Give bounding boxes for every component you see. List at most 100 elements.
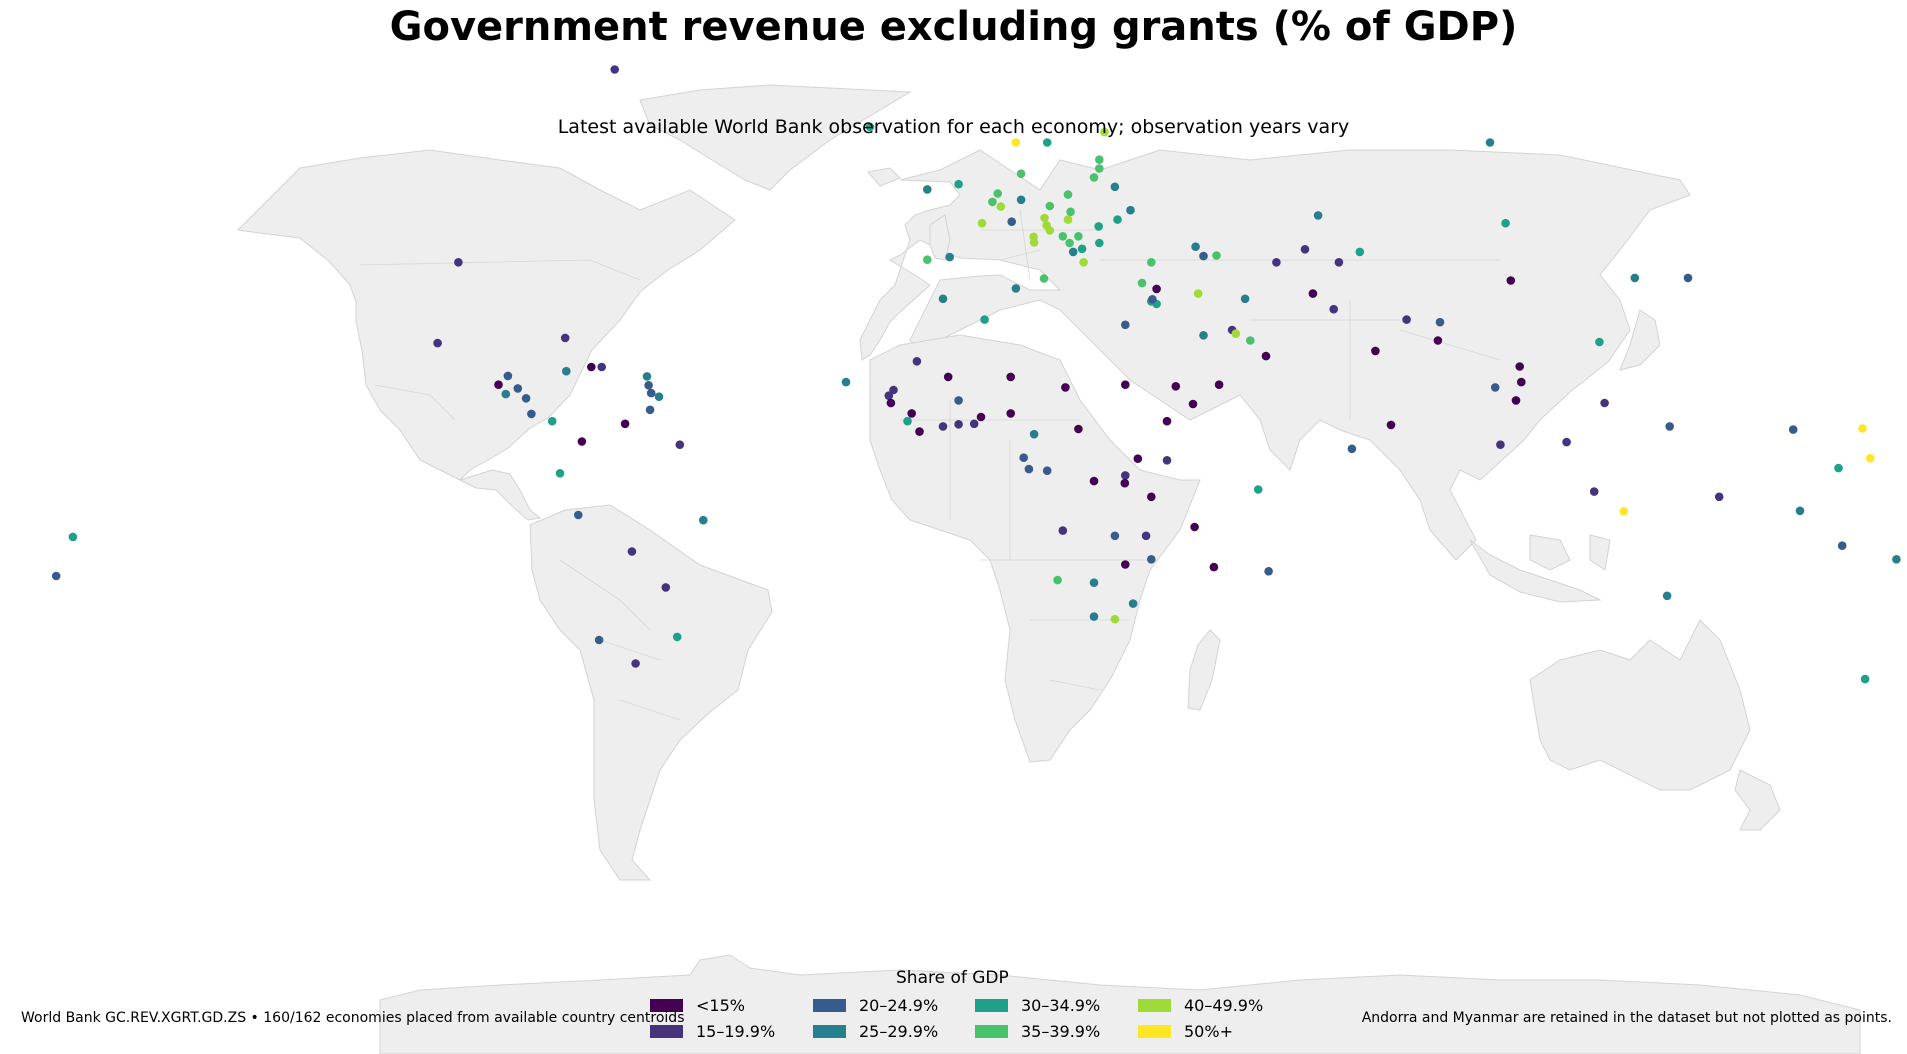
country-point	[1433, 336, 1443, 345]
country-point	[433, 338, 442, 348]
country-point	[560, 333, 570, 343]
country-point	[954, 420, 963, 429]
country-point	[1024, 464, 1034, 474]
country-point	[988, 197, 997, 207]
country-point	[1089, 476, 1099, 486]
legend-title: Share of GDP	[896, 968, 1009, 988]
country-point	[644, 381, 653, 390]
legend-label: 20–24.9%	[859, 995, 939, 1015]
legend-label: 30–34.9%	[1021, 995, 1101, 1015]
country-point	[577, 437, 587, 446]
country-point	[1019, 453, 1028, 463]
legend-swatch	[1138, 998, 1171, 1012]
legend-item: <15%	[650, 995, 745, 1015]
country-point	[1133, 454, 1143, 464]
country-point	[1029, 232, 1038, 242]
landmass-north-america	[236, 149, 736, 481]
country-point	[1094, 222, 1103, 231]
country-point	[1016, 169, 1026, 178]
country-point	[654, 392, 664, 402]
country-point	[1329, 304, 1338, 314]
border-usa-canada	[359, 259, 641, 281]
country-point	[1110, 614, 1120, 624]
country-point	[1110, 182, 1120, 192]
country-point	[1496, 440, 1505, 450]
country-point	[620, 419, 630, 429]
country-point	[1095, 238, 1104, 248]
country-point	[938, 422, 948, 431]
country-point	[547, 416, 557, 426]
landmass-australia	[1529, 619, 1751, 791]
country-point	[1110, 531, 1120, 541]
country-point	[1162, 416, 1172, 426]
country-point	[1095, 164, 1104, 173]
country-point	[501, 389, 511, 399]
legend-swatch	[650, 998, 683, 1012]
legend-label: 15–19.9%	[696, 1021, 776, 1041]
country-point	[977, 218, 987, 228]
country-point	[1058, 526, 1068, 535]
country-point	[1006, 372, 1015, 382]
country-point	[1074, 232, 1083, 241]
country-point	[51, 571, 61, 581]
country-point	[1253, 485, 1263, 494]
legend-label: 50%+	[1184, 1021, 1233, 1041]
country-point	[1191, 242, 1200, 251]
country-point	[1402, 315, 1411, 324]
country-point	[1061, 383, 1070, 392]
country-point	[1063, 190, 1073, 199]
footer-source-note: World Bank GC.REV.XGRT.GD.ZS • 160/162 e…	[21, 1010, 685, 1026]
country-point	[574, 510, 583, 520]
country-point	[1600, 398, 1609, 408]
country-point	[1300, 245, 1310, 254]
legend-item: 40–49.9%	[1138, 995, 1263, 1015]
landmass-new-zealand	[1734, 769, 1781, 831]
country-point	[627, 547, 637, 556]
country-point	[1089, 173, 1099, 182]
country-point	[1501, 218, 1510, 228]
landmass-madagascar	[1187, 629, 1221, 711]
country-point	[597, 362, 606, 372]
legend-swatch	[975, 1024, 1008, 1038]
country-point	[1662, 591, 1672, 601]
country-point	[1074, 424, 1083, 434]
country-point	[1788, 425, 1798, 434]
country-point	[1209, 562, 1219, 572]
country-point	[1137, 278, 1147, 288]
legend-item: 25–29.9%	[813, 1021, 938, 1041]
country-point	[1892, 555, 1901, 564]
landmass-south-america	[529, 504, 773, 881]
landmass-africa	[869, 334, 1201, 763]
country-point	[1858, 424, 1867, 433]
country-point	[903, 416, 912, 426]
landmass-uk	[929, 214, 951, 261]
country-point	[1147, 492, 1156, 502]
country-point	[1045, 201, 1055, 211]
country-point	[1121, 560, 1130, 569]
legend-swatch	[813, 998, 846, 1012]
country-point	[1231, 329, 1241, 339]
country-point	[1011, 138, 1021, 147]
landmass-greenland	[639, 84, 912, 191]
country-point	[1193, 289, 1203, 298]
country-point	[1485, 138, 1495, 147]
country-point	[521, 394, 531, 403]
country-point	[889, 385, 898, 395]
legend-swatch	[975, 998, 1008, 1012]
country-point	[980, 315, 989, 324]
country-point	[1386, 420, 1396, 430]
country-point	[1063, 215, 1073, 224]
country-point	[923, 255, 932, 264]
country-point	[884, 391, 894, 401]
country-point	[1053, 575, 1062, 585]
country-point	[1212, 251, 1221, 260]
country-point	[945, 252, 954, 262]
country-point	[1007, 217, 1016, 226]
country-point	[1834, 463, 1843, 473]
country-point	[1089, 612, 1099, 621]
country-point	[976, 412, 986, 422]
country-point	[1506, 276, 1516, 285]
country-point	[1147, 258, 1156, 267]
country-point	[562, 366, 571, 376]
